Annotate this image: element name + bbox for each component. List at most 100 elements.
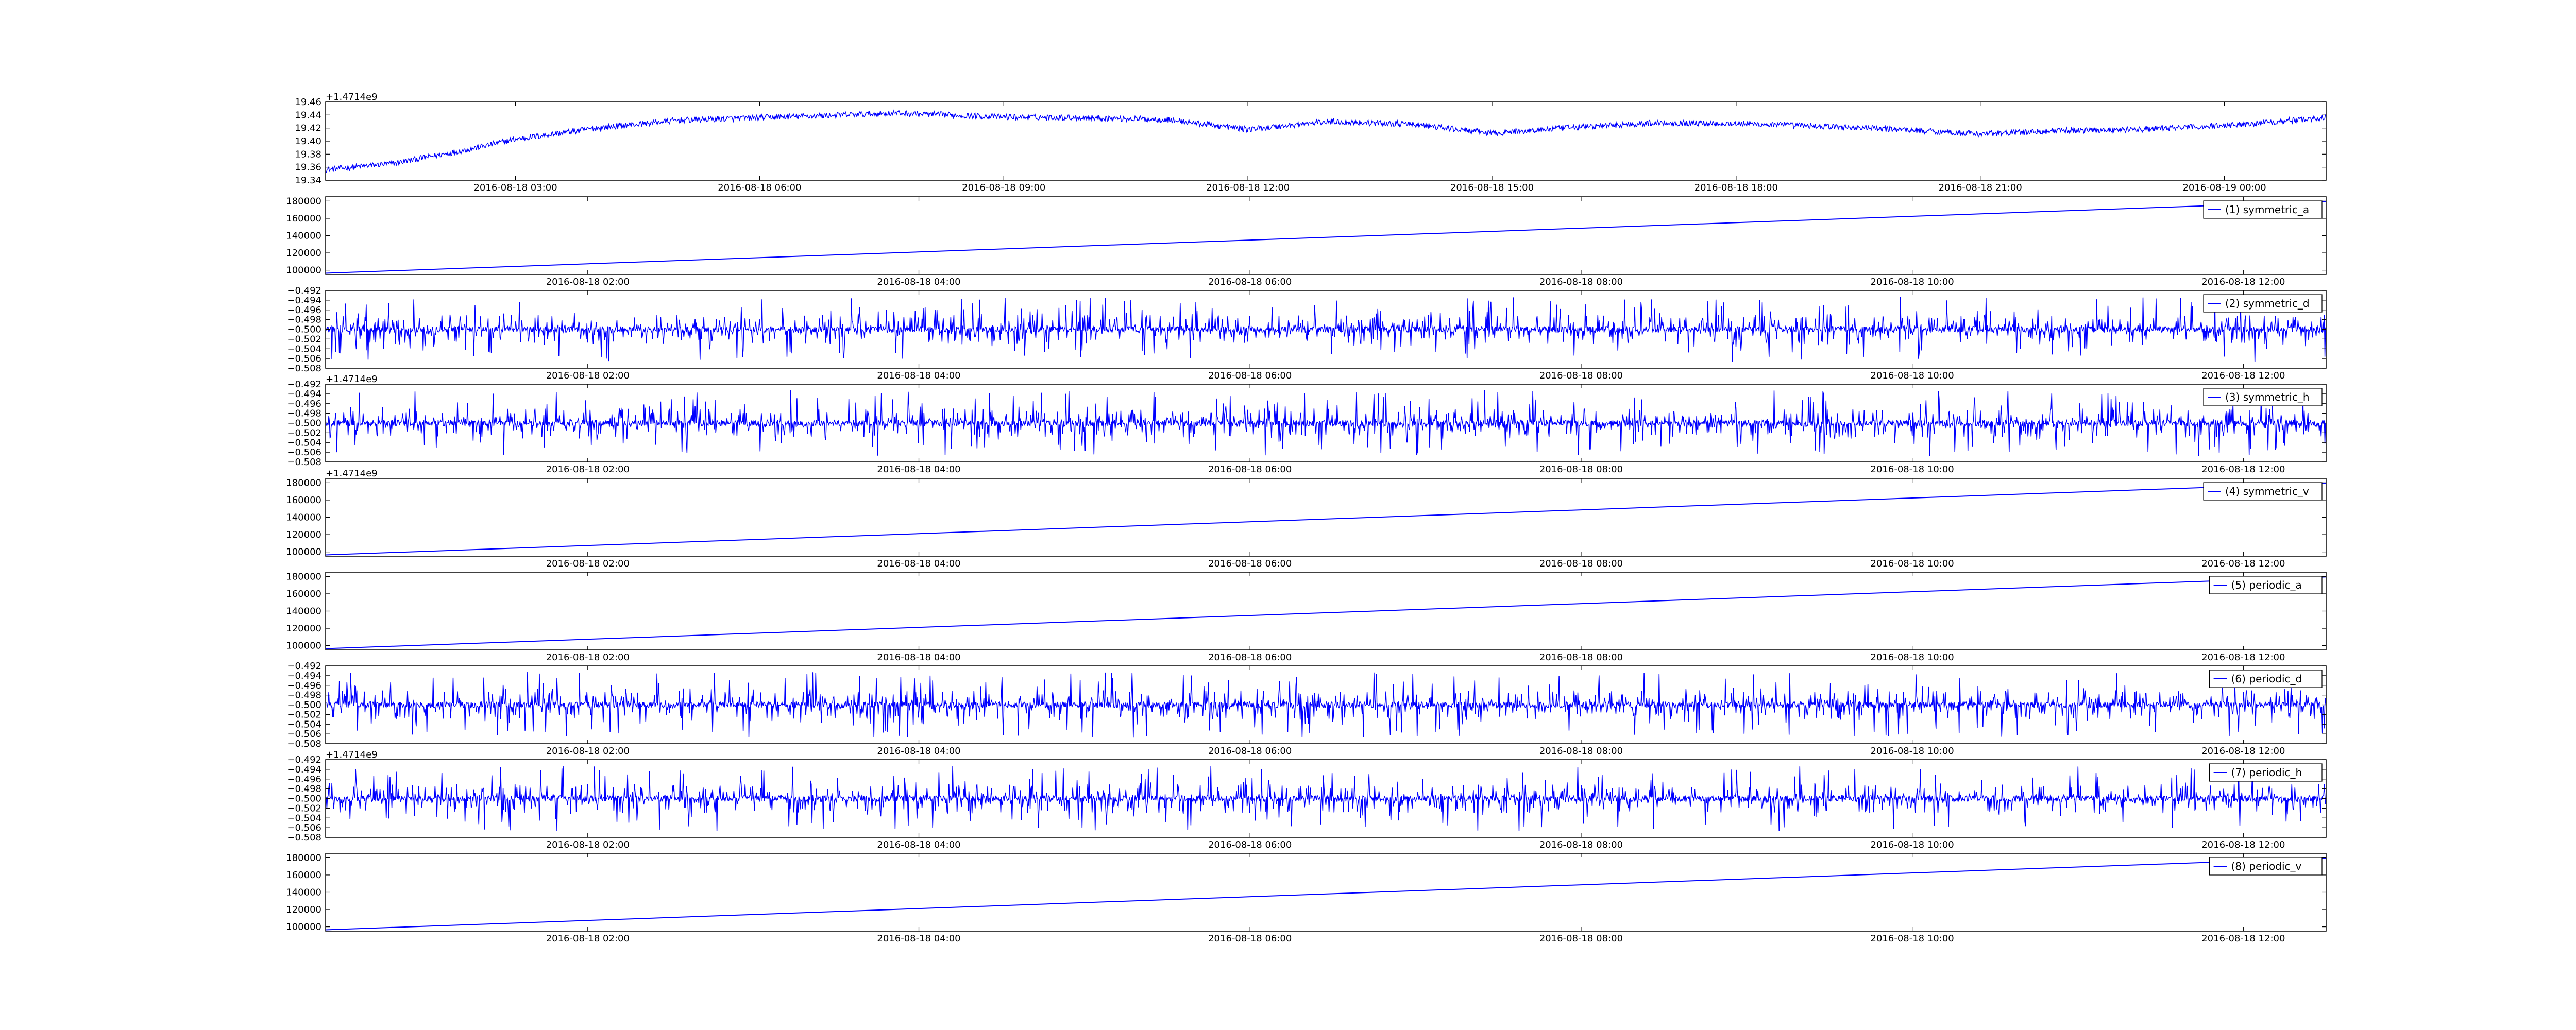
y-offset-label: +1.4714e9 — [326, 374, 378, 385]
x-tick-label: 2016-08-18 03:00 — [473, 182, 557, 193]
y-tick-label: −0.498 — [287, 690, 321, 701]
x-tick-label: 2016-08-18 06:00 — [1208, 558, 1292, 569]
y-tick-label: −0.492 — [287, 285, 321, 296]
legend: (2) symmetric_d — [2203, 294, 2323, 313]
series-group — [326, 576, 2326, 649]
x-tick-label: 2016-08-18 12:00 — [1206, 182, 1290, 193]
legend-box — [2209, 763, 2323, 782]
y-tick-label: −0.500 — [287, 794, 321, 804]
x-tick-label: 2016-08-18 10:00 — [1871, 652, 1954, 663]
series-line — [326, 857, 2326, 931]
x-tick-label: 2016-08-18 06:00 — [1208, 746, 1292, 757]
series-group — [326, 390, 2326, 456]
y-tick-label: −0.498 — [287, 784, 321, 795]
series-line — [326, 201, 2326, 274]
x-tick-label: 2016-08-18 02:00 — [546, 464, 630, 475]
legend-box — [2209, 670, 2323, 688]
y-tick-label: 160000 — [286, 495, 321, 506]
series-line — [326, 576, 2326, 649]
legend: (8) periodic_v — [2209, 857, 2323, 876]
y-tick-label: 19.46 — [295, 97, 321, 108]
y-tick-label: 19.44 — [295, 110, 321, 121]
x-tick-label: 2016-08-18 06:00 — [1208, 652, 1292, 663]
x-tick-label: 2016-08-19 00:00 — [2182, 182, 2266, 193]
y-tick-label: −0.504 — [287, 437, 321, 448]
series-group — [326, 672, 2326, 738]
x-tick-label: 2016-08-18 04:00 — [877, 277, 960, 287]
y-tick-label: 180000 — [286, 852, 321, 863]
y-tick-label: −0.494 — [287, 671, 321, 681]
x-tick-label: 2016-08-18 06:00 — [1208, 933, 1292, 944]
y-tick-label: 19.34 — [295, 175, 321, 186]
x-tick-label: 2016-08-18 10:00 — [1871, 370, 1954, 381]
y-tick-label: 180000 — [286, 571, 321, 582]
legend-label: (4) symmetric_v — [2225, 485, 2309, 497]
legend-box — [2203, 388, 2323, 406]
x-tick-label: 2016-08-18 06:00 — [1208, 839, 1292, 850]
y-offset-label: +1.4714e9 — [326, 468, 378, 479]
y-tick-label: −0.506 — [287, 822, 321, 833]
x-tick-label: 2016-08-18 10:00 — [1871, 839, 1954, 850]
x-tick-label: 2016-08-18 02:00 — [546, 370, 630, 381]
x-tick-label: 2016-08-18 12:00 — [2201, 370, 2285, 381]
y-tick-label: −0.504 — [287, 719, 321, 730]
x-tick-label: 2016-08-18 02:00 — [546, 652, 630, 663]
y-tick-label: −0.492 — [287, 661, 321, 672]
y-tick-label: −0.496 — [287, 680, 321, 691]
y-tick-label: −0.500 — [287, 418, 321, 429]
x-tick-label: 2016-08-18 04:00 — [877, 652, 960, 663]
x-tick-label: 2016-08-18 08:00 — [1539, 746, 1623, 757]
series-group — [326, 109, 2326, 173]
y-tick-label: −0.498 — [287, 315, 321, 325]
y-tick-label: −0.508 — [287, 832, 321, 843]
y-tick-label: 140000 — [286, 887, 321, 898]
x-tick-label: 2016-08-18 15:00 — [1450, 182, 1534, 193]
x-tick-label: 2016-08-18 10:00 — [1871, 933, 1954, 944]
legend: (7) periodic_h — [2209, 763, 2323, 782]
legend-label: (5) periodic_a — [2231, 579, 2302, 591]
x-tick-label: 2016-08-18 02:00 — [546, 839, 630, 850]
y-tick-label: −0.508 — [287, 457, 321, 468]
x-tick-label: 2016-08-18 18:00 — [1694, 182, 1778, 193]
legend: (4) symmetric_v — [2203, 482, 2323, 501]
x-tick-label: 2016-08-18 06:00 — [718, 182, 801, 193]
x-tick-label: 2016-08-18 06:00 — [1208, 277, 1292, 287]
y-tick-label: 160000 — [286, 213, 321, 224]
series-line — [326, 672, 2326, 738]
y-tick-label: 100000 — [286, 265, 321, 276]
y-tick-label: −0.494 — [287, 389, 321, 400]
x-tick-label: 2016-08-18 08:00 — [1539, 277, 1623, 287]
y-tick-label: −0.508 — [287, 739, 321, 749]
x-tick-label: 2016-08-18 12:00 — [2201, 652, 2285, 663]
x-tick-label: 2016-08-18 04:00 — [877, 558, 960, 569]
y-tick-label: 120000 — [286, 623, 321, 634]
x-tick-label: 2016-08-18 12:00 — [2201, 933, 2285, 944]
x-tick-label: 2016-08-18 08:00 — [1539, 464, 1623, 475]
y-tick-label: 19.40 — [295, 136, 321, 147]
y-tick-label: 180000 — [286, 196, 321, 207]
x-tick-label: 2016-08-18 06:00 — [1208, 464, 1292, 475]
y-tick-label: 120000 — [286, 904, 321, 915]
legend: (6) periodic_d — [2209, 670, 2323, 688]
y-tick-label: −0.496 — [287, 305, 321, 316]
y-tick-label: 180000 — [286, 477, 321, 488]
y-tick-label: −0.506 — [287, 353, 321, 364]
x-tick-label: 2016-08-18 21:00 — [1939, 182, 2022, 193]
subplot-9: 100000 120000 140000 160000 180000 2016-08-18… — [286, 852, 2327, 944]
legend: (5) periodic_a — [2209, 576, 2323, 594]
x-tick-label: 2016-08-18 04:00 — [877, 839, 960, 850]
y-tick-label: −0.500 — [287, 700, 321, 711]
series-group — [326, 766, 2326, 831]
x-tick-label: 2016-08-18 02:00 — [546, 933, 630, 944]
legend: (3) symmetric_h — [2203, 388, 2323, 406]
x-tick-label: 2016-08-18 04:00 — [877, 746, 960, 757]
y-tick-label: −0.492 — [287, 379, 321, 390]
y-tick-label: −0.508 — [287, 363, 321, 374]
legend-label: (6) periodic_d — [2231, 673, 2302, 685]
y-tick-label: −0.496 — [287, 774, 321, 785]
y-tick-label: 19.38 — [295, 149, 321, 160]
y-tick-label: −0.504 — [287, 344, 321, 354]
x-tick-label: 2016-08-18 08:00 — [1539, 839, 1623, 850]
